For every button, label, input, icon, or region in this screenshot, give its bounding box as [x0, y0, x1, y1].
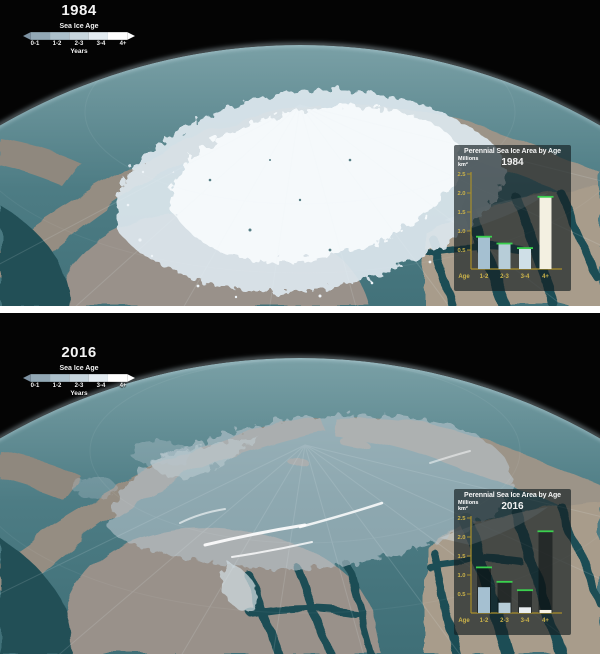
- svg-text:1-2: 1-2: [480, 274, 489, 280]
- legend-tick: 4+: [119, 383, 127, 389]
- panel-divider: [0, 306, 600, 313]
- legend-tick: 3-4: [96, 383, 106, 389]
- legend-tick: 4+: [119, 41, 127, 47]
- legend-tick: 1-2: [52, 383, 62, 389]
- svg-text:0.5: 0.5: [457, 592, 466, 598]
- sea-ice-age-gradient-bar: [23, 32, 135, 40]
- svg-text:1.0: 1.0: [457, 229, 465, 235]
- chart-y-units: Millions km²: [458, 156, 479, 168]
- chart-title: Perennial Sea Ice Area by Age: [464, 492, 561, 499]
- legend-tick: 1-2: [52, 41, 62, 47]
- svg-text:2.5: 2.5: [457, 516, 466, 522]
- chart-year: 2016: [501, 501, 524, 512]
- chart-subheader: Millions km² 2016: [454, 499, 571, 514]
- legend-unit-label: Years: [70, 48, 88, 55]
- svg-text:1.5: 1.5: [457, 554, 466, 560]
- svg-text:2.0: 2.0: [457, 535, 465, 541]
- legend-tick: 2-3: [74, 383, 84, 389]
- svg-text:2.5: 2.5: [457, 172, 466, 178]
- legend-unit-label: Years: [70, 390, 88, 397]
- chart-year: 1984: [501, 157, 524, 168]
- chart-1984: Perennial Sea Ice Area by Age Millions k…: [454, 145, 571, 291]
- svg-text:1-2: 1-2: [480, 618, 489, 624]
- header-2016: 2016 Sea Ice Age 0-1 1-2 2-3 3-4 4+ Year…: [20, 344, 138, 397]
- svg-text:1.5: 1.5: [457, 210, 466, 216]
- legend-tick-labels: 0-1 1-2 2-3 3-4 4+: [20, 41, 138, 47]
- bar-chart-2016: 0.5 1.0 1.5 2.0 2.5 Age 1-2 2-3 3-4 4+: [457, 516, 562, 624]
- bar-chart-1984: 0.5 1.0 1.5 2.0 2.5 Age 1-2 2-3 3-4 4+: [457, 172, 562, 280]
- svg-text:2.0: 2.0: [457, 191, 465, 197]
- globe-scene-2016: [0, 313, 600, 654]
- legend-tick: 0-1: [30, 41, 40, 47]
- header-1984: 1984 Sea Ice Age 0-1 1-2 2-3 3-4 4+ Year…: [20, 2, 138, 55]
- svg-text:1.0: 1.0: [457, 573, 465, 579]
- panel-2016: 2016 Sea Ice Age 0-1 1-2 2-3 3-4 4+ Year…: [0, 313, 600, 654]
- svg-text:2-3: 2-3: [500, 274, 509, 280]
- svg-text:4+: 4+: [542, 618, 549, 624]
- legend-title: Sea Ice Age: [59, 23, 99, 30]
- legend-tick: 3-4: [96, 41, 106, 47]
- legend-tick-labels: 0-1 1-2 2-3 3-4 4+: [20, 383, 138, 389]
- year-title: 1984: [61, 2, 97, 19]
- panel-1984: 1984 Sea Ice Age 0-1 1-2 2-3 3-4 4+ Year…: [0, 0, 600, 306]
- legend-title: Sea Ice Age: [59, 365, 99, 372]
- chart-2016: Perennial Sea Ice Area by Age Millions k…: [454, 489, 571, 635]
- chart-y-units: Millions km²: [458, 500, 479, 512]
- legend-tick: 0-1: [30, 383, 40, 389]
- svg-text:2-3: 2-3: [500, 618, 509, 624]
- legend-tick: 2-3: [74, 41, 84, 47]
- chart-subheader: Millions km² 1984: [454, 155, 571, 170]
- svg-text:3-4: 3-4: [521, 618, 530, 624]
- sea-ice-age-gradient-bar: [23, 374, 135, 382]
- svg-text:Age: Age: [458, 274, 470, 280]
- svg-text:4+: 4+: [542, 274, 549, 280]
- svg-text:Age: Age: [458, 618, 470, 624]
- svg-text:3-4: 3-4: [521, 274, 530, 280]
- svg-text:0.5: 0.5: [457, 248, 466, 254]
- year-title: 2016: [61, 344, 97, 361]
- chart-title: Perennial Sea Ice Area by Age: [464, 148, 561, 155]
